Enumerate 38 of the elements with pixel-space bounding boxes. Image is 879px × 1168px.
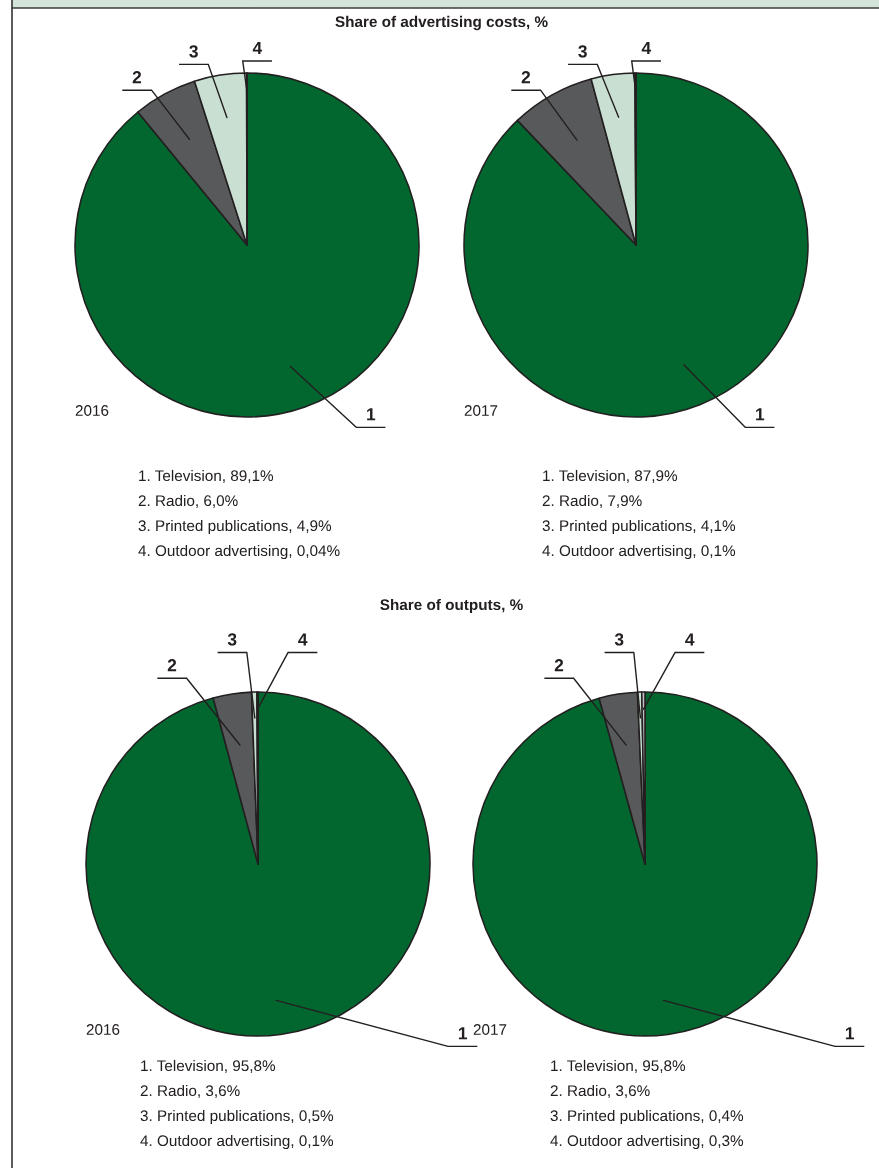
slice-label: 4: [685, 633, 695, 646]
slice-label: 3: [227, 633, 237, 646]
slice-label: 4: [641, 41, 652, 54]
text: 2. Radio, 3,6%: [550, 1084, 650, 1098]
slice-label: 3: [614, 633, 624, 646]
text: 1. Television, 95,8%: [551, 1059, 686, 1073]
text: 3. Printed publications, 4,9%: [138, 519, 332, 535]
text: 2017: [464, 405, 498, 416]
slice-label: 2: [521, 71, 531, 84]
text: 2016: [86, 1024, 120, 1035]
slice-label: 4: [252, 41, 263, 54]
slice-label: 3: [189, 45, 198, 58]
slice-label: 3: [578, 45, 587, 58]
text: 4. Outdoor advertising, 0,1%: [140, 1134, 334, 1150]
text: 2. Radio, 7,9%: [542, 494, 642, 508]
slice-label: 1: [756, 408, 765, 421]
text: 1. Television, 95,8%: [141, 1059, 276, 1073]
chart-title: Share of outputs, %: [380, 598, 523, 614]
text: 2017: [473, 1024, 507, 1035]
text: 2. Radio, 6,0%: [138, 494, 238, 508]
chart-title: Share of advertising costs, %: [335, 15, 548, 31]
slice-label: 2: [167, 659, 177, 672]
slice-label: 1: [458, 1027, 468, 1040]
slice-label: 2: [132, 71, 142, 84]
text: 2016: [75, 405, 109, 416]
slice-label: 1: [367, 408, 376, 421]
slice-label: 2: [554, 659, 564, 672]
slice-label: 4: [298, 633, 308, 646]
text: 1. Television, 89,1%: [139, 469, 274, 483]
text: 1. Television, 87,9%: [543, 469, 678, 483]
text: 4. Outdoor advertising, 0,1%: [542, 544, 736, 560]
text: 3. Printed publications, 4,1%: [542, 519, 736, 535]
text: 4. Outdoor advertising, 0,04%: [138, 544, 340, 560]
text: 2. Radio, 3,6%: [140, 1084, 240, 1098]
text: 3. Printed publications, 0,5%: [140, 1109, 334, 1125]
text: 4. Outdoor advertising, 0,3%: [550, 1134, 744, 1150]
slice-label: 1: [845, 1027, 855, 1040]
text: 3. Printed publications, 0,4%: [550, 1109, 744, 1125]
